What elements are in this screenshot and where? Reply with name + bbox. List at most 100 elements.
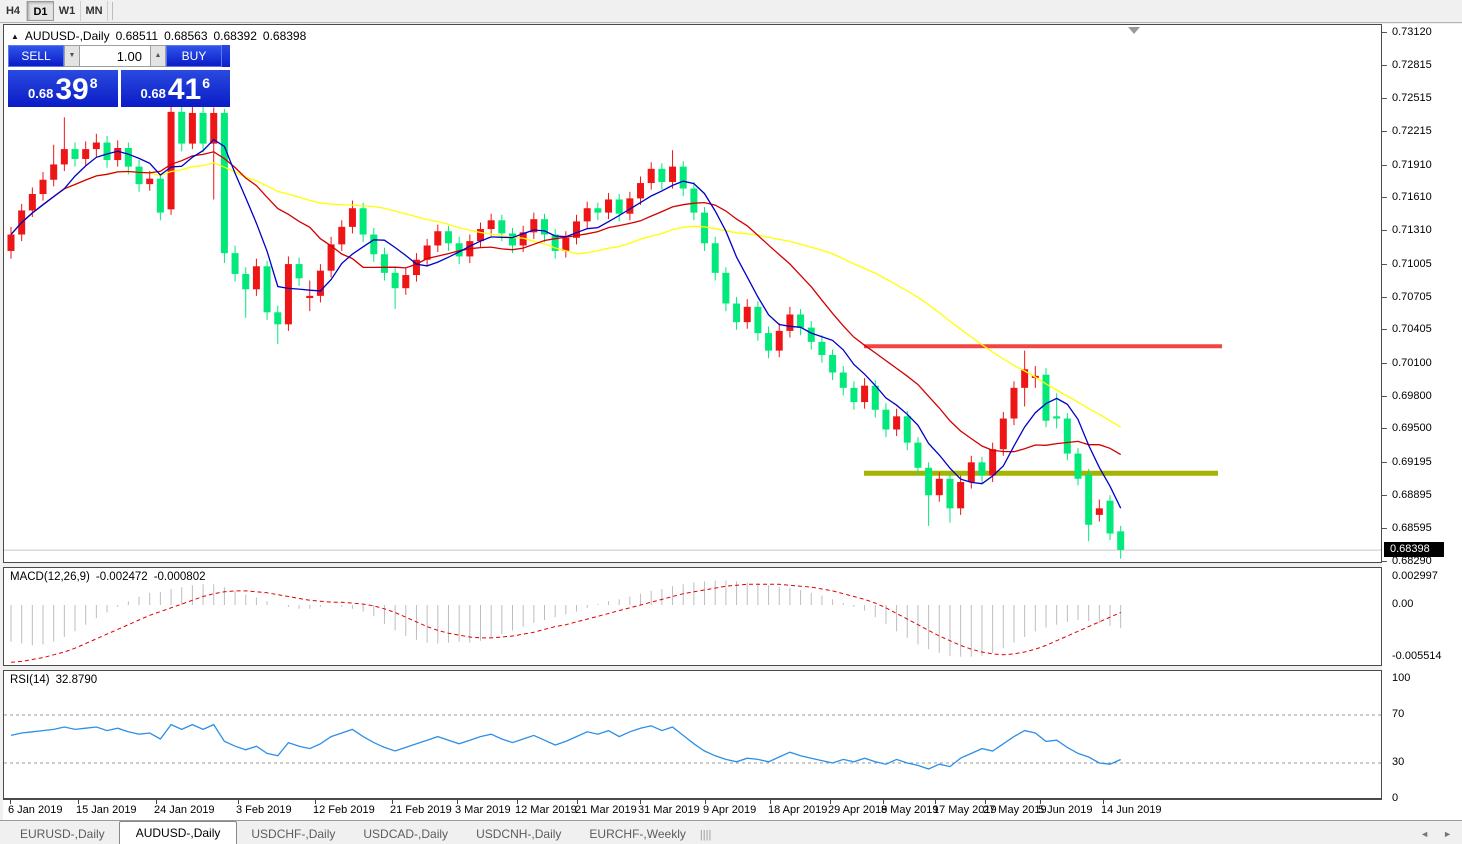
tab-separator: | bbox=[705, 829, 709, 841]
price-tick-mark bbox=[1382, 395, 1387, 397]
price-tick-label: 0.71910 bbox=[1392, 158, 1432, 171]
date-tick-mark bbox=[705, 800, 706, 804]
current-price-marker: 0.68398 bbox=[1384, 542, 1444, 558]
rsi-line bbox=[10, 723, 1121, 770]
price-tick-mark bbox=[1382, 32, 1387, 33]
tab-scroll-right-icon[interactable]: ► bbox=[1443, 829, 1452, 839]
date-label: 12 Feb 2019 bbox=[313, 804, 375, 816]
macd-value-2: -0.000802 bbox=[153, 571, 206, 583]
date-label: 21 Feb 2019 bbox=[390, 804, 452, 816]
date-tick-mark bbox=[238, 800, 239, 804]
price-tick-label: 0.72515 bbox=[1392, 92, 1432, 105]
price-tick-mark bbox=[1382, 561, 1387, 562]
sell-price-button[interactable]: 0.68 39 8 bbox=[8, 70, 118, 107]
price-tick-mark bbox=[1382, 461, 1387, 463]
tab-scroll-left-icon[interactable]: ◄ bbox=[1420, 829, 1430, 839]
volume-decrease-button[interactable]: ▼ bbox=[64, 45, 80, 67]
rsi-label: RSI(14) 32.8790 bbox=[10, 674, 97, 686]
macd-signal-line bbox=[10, 583, 1121, 663]
chart-tab-bar: EURUSD-,Daily AUDUSD-,Daily USDCHF-,Daily U… bbox=[0, 820, 1462, 844]
sell-price-pip-digit: 8 bbox=[89, 75, 98, 91]
macd-canvas[interactable] bbox=[4, 568, 1381, 665]
timeframe-button-d1[interactable]: D1 bbox=[27, 1, 54, 21]
date-tick-mark bbox=[10, 800, 11, 804]
date-label: 15 Jan 2019 bbox=[76, 804, 137, 816]
date-label: 29 Apr 2019 bbox=[828, 804, 888, 816]
rsi-indicator-pane[interactable]: RSI(14) 32.8790 bbox=[3, 670, 1382, 799]
date-tick-mark bbox=[830, 800, 831, 804]
rsi-canvas[interactable] bbox=[4, 671, 1381, 798]
price-tick-label: 0.70705 bbox=[1392, 290, 1432, 303]
main-chart-pane[interactable]: ▲ AUDUSD-,Daily 0.68511 0.68563 0.68392 … bbox=[3, 24, 1382, 563]
price-tick-label: 0.69195 bbox=[1392, 455, 1432, 468]
price-tick-label: 0.69500 bbox=[1392, 422, 1432, 435]
price-tick-mark bbox=[1382, 197, 1387, 199]
buy-price-fraction: 0.68 bbox=[140, 86, 166, 101]
date-label: 17 May 2019 bbox=[933, 804, 997, 816]
date-tick-mark bbox=[770, 800, 771, 804]
price-tick-mark bbox=[1382, 164, 1387, 166]
price-tick-label: 0.68290 bbox=[1392, 555, 1432, 567]
buy-button[interactable]: BUY bbox=[166, 45, 222, 67]
timeframe-button-mn[interactable]: MN bbox=[81, 1, 108, 21]
date-label: 18 Apr 2019 bbox=[768, 804, 828, 816]
macd-indicator-pane[interactable]: MACD(12,26,9) -0.002472 -0.000802 bbox=[3, 567, 1382, 666]
price-tick-mark bbox=[1382, 494, 1387, 496]
volume-increase-button[interactable]: ▲ bbox=[150, 45, 166, 67]
rsi-scale-label: 30 bbox=[1392, 756, 1405, 768]
sell-button[interactable]: SELL bbox=[8, 45, 64, 67]
chart-shift-end-icon[interactable] bbox=[1128, 27, 1140, 34]
ohlc-open: 0.68511 bbox=[115, 29, 159, 43]
tab-eurusd-daily[interactable]: EURUSD-,Daily bbox=[20, 827, 105, 841]
price-tick-label: 0.73120 bbox=[1392, 26, 1432, 38]
candlestick-canvas[interactable] bbox=[4, 25, 1381, 562]
price-tick-label: 0.71310 bbox=[1392, 224, 1432, 237]
price-tick-mark bbox=[1382, 230, 1387, 232]
price-tick-label: 0.70405 bbox=[1392, 323, 1432, 336]
date-label: 24 Jan 2019 bbox=[154, 804, 215, 816]
date-axis[interactable]: 6 Jan 2019 15 Jan 2019 24 Jan 2019 3 Feb 20… bbox=[3, 799, 1382, 820]
rsi-scale-label: 100 bbox=[1392, 672, 1411, 684]
chart-header: ▲ AUDUSD-,Daily 0.68511 0.68563 0.68392 … bbox=[11, 29, 306, 43]
date-tick-mark bbox=[315, 800, 316, 804]
date-label: 3 Feb 2019 bbox=[236, 804, 292, 816]
timeframe-button-w1[interactable]: W1 bbox=[54, 1, 81, 21]
tab-separator: | bbox=[702, 829, 706, 841]
price-tick-label: 0.72215 bbox=[1392, 125, 1432, 138]
sma-fast-line bbox=[10, 138, 1122, 509]
price-tick-mark bbox=[1382, 65, 1387, 67]
tab-audusd-daily[interactable]: AUDUSD-,Daily bbox=[118, 821, 238, 844]
tab-usdcad-daily[interactable]: USDCAD-,Daily bbox=[363, 827, 449, 841]
macd-name: MACD(12,26,9) bbox=[10, 571, 90, 583]
date-tick-mark bbox=[985, 800, 986, 804]
price-tick-label: 0.68895 bbox=[1392, 488, 1432, 501]
price-tick-mark bbox=[1382, 296, 1387, 298]
tab-eurchf-weekly[interactable]: EURCHF-,Weekly bbox=[589, 827, 686, 841]
one-click-trading-panel: SELL ▼ ▲ BUY 0.68 39 8 0.68 41 6 bbox=[8, 45, 230, 107]
price-tick-mark bbox=[1382, 263, 1387, 265]
price-tick-label: 0.71610 bbox=[1392, 191, 1432, 204]
buy-price-pip-digit: 6 bbox=[202, 75, 210, 91]
timeframe-button-h4[interactable]: H4 bbox=[0, 1, 27, 21]
price-tick-mark bbox=[1382, 98, 1387, 100]
spin-down-icon: ▼ bbox=[68, 52, 76, 59]
buy-price-button[interactable]: 0.68 41 6 bbox=[120, 70, 230, 107]
date-tick-mark bbox=[457, 800, 458, 804]
tab-usdcnh-daily[interactable]: USDCNH-,Daily bbox=[476, 827, 562, 841]
tab-separator: | bbox=[708, 829, 712, 841]
price-tick-mark bbox=[1382, 527, 1387, 529]
tab-usdchf-daily[interactable]: USDCHF-,Daily bbox=[251, 827, 336, 841]
collapse-panel-icon[interactable]: ▲ bbox=[11, 31, 19, 41]
volume-input[interactable] bbox=[80, 45, 150, 67]
macd-histogram bbox=[10, 580, 1122, 657]
tab-scroll-controls: ◄ ► bbox=[1420, 829, 1452, 839]
date-label: 27 May 2019 bbox=[983, 804, 1047, 816]
chart-window: ▲ AUDUSD-,Daily 0.68511 0.68563 0.68392 … bbox=[3, 24, 1382, 820]
macd-scale-label: 0.002997 bbox=[1392, 569, 1438, 582]
price-axis[interactable]: 0.73120 0.72815 0.72515 0.72215 0.71910 0.716… bbox=[1382, 24, 1462, 820]
sma-slow-line bbox=[10, 162, 1122, 428]
sma-mid-line bbox=[10, 151, 1122, 456]
date-label: 31 Mar 2019 bbox=[638, 804, 700, 816]
toolbar-separator bbox=[112, 2, 113, 20]
